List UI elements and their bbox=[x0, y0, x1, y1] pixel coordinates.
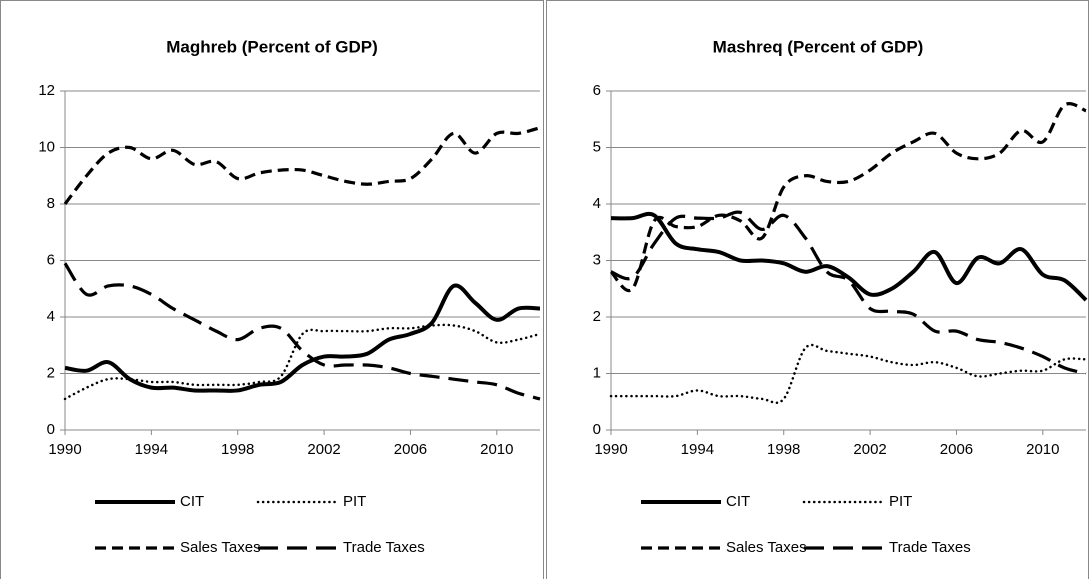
x-tick-label: 2002 bbox=[853, 441, 886, 458]
series-line bbox=[610, 211, 1088, 302]
series-line bbox=[609, 102, 1087, 293]
y-tick-label: 6 bbox=[47, 251, 55, 268]
y-tick-label: 4 bbox=[47, 308, 55, 325]
chart-title: Maghreb (Percent of GDP) bbox=[166, 37, 378, 56]
series-line bbox=[63, 262, 541, 401]
y-tick-label: 1 bbox=[593, 364, 601, 381]
y-tick-label: 8 bbox=[47, 195, 55, 212]
legend-label: Sales Taxes bbox=[726, 539, 807, 556]
legend-label: PIT bbox=[343, 493, 366, 510]
x-tick-label: 2010 bbox=[1026, 441, 1059, 458]
x-tick-label: 2006 bbox=[940, 441, 973, 458]
series-line bbox=[610, 210, 1087, 376]
legend-label: Trade Taxes bbox=[343, 539, 425, 556]
x-tick-label: 1990 bbox=[594, 441, 627, 458]
y-tick-label: 4 bbox=[593, 195, 601, 212]
legend-label: CIT bbox=[180, 493, 204, 510]
x-tick-label: 1994 bbox=[681, 441, 714, 458]
series-line bbox=[63, 323, 542, 401]
y-tick-label: 2 bbox=[47, 364, 55, 381]
y-tick-label: 0 bbox=[47, 421, 55, 438]
y-tick-label: 6 bbox=[593, 82, 601, 99]
series-line bbox=[64, 283, 541, 393]
y-tick-label: 2 bbox=[593, 308, 601, 325]
legend-label: Sales Taxes bbox=[180, 539, 261, 556]
x-tick-label: 1994 bbox=[135, 441, 168, 458]
y-tick-label: 0 bbox=[593, 421, 601, 438]
series-line bbox=[609, 343, 1088, 405]
x-tick-label: 2006 bbox=[394, 441, 427, 458]
series-line bbox=[63, 126, 541, 205]
legend-label: Trade Taxes bbox=[889, 539, 971, 556]
x-tick-label: 1998 bbox=[767, 441, 800, 458]
panel-border bbox=[0, 0, 544, 579]
y-tick-label: 12 bbox=[38, 82, 55, 99]
x-tick-label: 1998 bbox=[221, 441, 254, 458]
x-tick-label: 1990 bbox=[48, 441, 81, 458]
x-tick-label: 2010 bbox=[480, 441, 513, 458]
y-tick-label: 3 bbox=[593, 251, 601, 268]
legend-label: CIT bbox=[726, 493, 750, 510]
legend-label: PIT bbox=[889, 493, 912, 510]
y-tick-label: 5 bbox=[593, 138, 601, 155]
chart-title: Mashreq (Percent of GDP) bbox=[713, 37, 924, 56]
x-tick-label: 2002 bbox=[307, 441, 340, 458]
y-tick-label: 10 bbox=[38, 138, 55, 155]
